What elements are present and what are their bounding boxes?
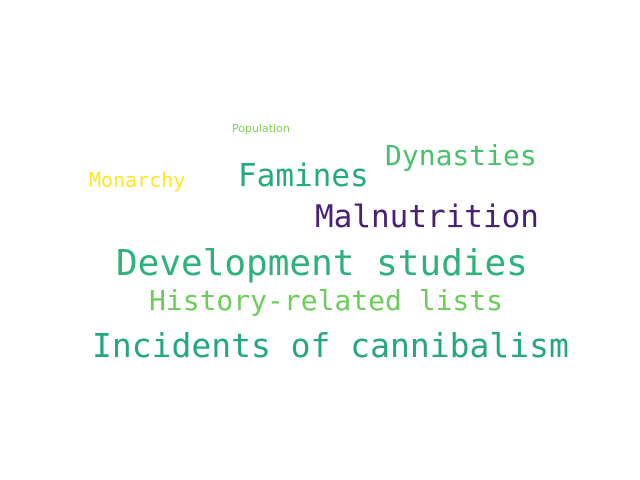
word-development-studies: Development studies [116,243,528,284]
word-malnutrition: Malnutrition [315,199,539,235]
word-population: Population [232,122,290,135]
word-monarchy: Monarchy [89,168,186,192]
word-dynasties: Dynasties [385,139,537,172]
word-history-related-lists: History-related lists [149,284,504,317]
word-incidents-of-cannibalism: Incidents of cannibalism [92,326,569,365]
word-famines: Famines [238,158,369,194]
